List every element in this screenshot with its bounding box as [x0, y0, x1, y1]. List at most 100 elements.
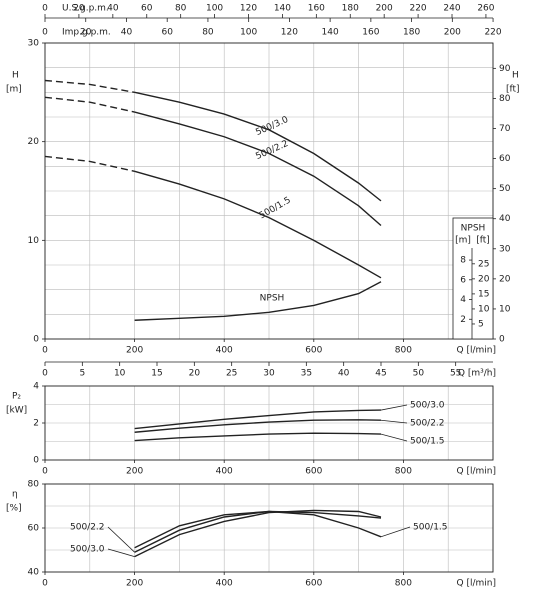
y-axis-label: P₂ [12, 392, 21, 402]
y2-tick-label: 60 [499, 154, 511, 164]
top-tick-label: 80 [175, 4, 187, 14]
x-axis-label: Q [l/min] [457, 346, 496, 356]
top-tick-label: 180 [342, 4, 359, 14]
y2-tick-label: 0 [499, 335, 505, 345]
y-axis-unit: [m] [6, 85, 22, 95]
top-tick-label: 20 [80, 28, 92, 38]
curve [134, 111, 382, 227]
x-tick-label: 400 [216, 467, 233, 477]
top-tick-label: 60 [141, 4, 153, 14]
y-axis-label: η [12, 490, 18, 500]
series-label: 500/1.5 [410, 437, 445, 447]
flow-tick-label: 5 [79, 369, 85, 379]
x-axis-label: Q [l/min] [457, 467, 496, 477]
x-tick-label: 200 [126, 579, 143, 589]
curve [134, 409, 382, 430]
leader-line [380, 404, 408, 411]
x-tick-label: 400 [216, 346, 233, 356]
y-tick-label: 30 [28, 39, 40, 49]
top-tick-label: 0 [42, 28, 48, 38]
y2-tick-label: 90 [499, 64, 511, 74]
leader-line [380, 419, 408, 424]
series-label: NPSH [260, 294, 285, 304]
top-tick-label: 0 [42, 4, 48, 14]
flow-tick-label: 40 [338, 369, 350, 379]
series-label: 500/3.0 [70, 545, 105, 555]
y2-tick-label: 10 [499, 304, 511, 314]
y-tick-label: 60 [28, 524, 40, 534]
top-tick-label: 120 [240, 4, 257, 14]
x-tick-label: 200 [126, 346, 143, 356]
y-axis-unit: [kW] [6, 406, 27, 416]
y2-tick-label: 30 [499, 244, 511, 254]
flow-tick-label: 15 [151, 369, 162, 379]
y-axis-unit: [%] [6, 504, 22, 514]
npsh-title: NPSH [461, 224, 486, 234]
series-label: 500/2.2 [254, 139, 290, 162]
y2-tick-label: 50 [499, 184, 511, 194]
npsh-m-unit: [m] [455, 236, 471, 246]
top-tick-label: 260 [477, 4, 494, 14]
npsh-ft-tick-label: 5 [478, 319, 484, 329]
top-axis-label: Imp.g.p.m. [62, 28, 111, 38]
y2-tick-label: 80 [499, 94, 511, 104]
x-tick-label: 800 [395, 467, 412, 477]
x-tick-label: 600 [305, 467, 322, 477]
npsh-m-tick-label: 4 [460, 295, 466, 305]
top-tick-label: 220 [484, 28, 501, 38]
top-tick-label: 200 [376, 4, 393, 14]
npsh-ft-tick-label: 15 [478, 289, 489, 299]
curve [134, 510, 382, 549]
y-tick-label: 4 [33, 382, 39, 392]
y-tick-label: 2 [33, 419, 39, 429]
series-label: 500/3.0 [254, 115, 290, 138]
flow-axis-label: Q [m³/h] [458, 369, 496, 379]
npsh-ft-unit: [ft] [476, 236, 490, 246]
npsh-m-tick-label: 2 [460, 315, 466, 325]
top-tick-label: 160 [362, 28, 379, 38]
y2-axis-label: H [512, 71, 519, 81]
flow-tick-label: 25 [226, 369, 237, 379]
top-tick-label: 140 [274, 4, 291, 14]
y-tick-label: 0 [33, 456, 39, 466]
curve [134, 281, 382, 321]
flow-tick-label: 50 [413, 369, 425, 379]
top-tick-label: 180 [403, 28, 420, 38]
flow-tick-label: 20 [189, 369, 201, 379]
y-tick-label: 40 [28, 568, 40, 578]
top-tick-label: 60 [161, 28, 173, 38]
series-label: 500/2.2 [410, 419, 445, 429]
x-tick-label: 800 [395, 346, 412, 356]
top-tick-label: 80 [202, 28, 214, 38]
top-tick-label: 220 [409, 4, 426, 14]
x-tick-label: 400 [216, 579, 233, 589]
y2-tick-label: 70 [499, 124, 511, 134]
top-axis-label: U.S.g.p.m. [62, 4, 109, 14]
top-tick-label: 20 [73, 4, 85, 14]
npsh-m-tick-label: 8 [460, 256, 466, 266]
plot-frame [44, 42, 494, 340]
flow-tick-label: 55 [450, 369, 461, 379]
flow-tick-label: 45 [375, 369, 386, 379]
y-tick-label: 80 [28, 480, 40, 490]
curve [134, 510, 382, 553]
x-tick-label: 600 [305, 346, 322, 356]
series-label: 500/1.5 [258, 195, 293, 221]
x-tick-label: 800 [395, 579, 412, 589]
x-tick-label: 0 [42, 467, 48, 477]
series-label: 500/2.2 [70, 523, 105, 533]
x-axis-label: Q [l/min] [457, 579, 496, 589]
flow-tick-label: 0 [42, 369, 48, 379]
flow-tick-label: 10 [114, 369, 126, 379]
npsh-ft-tick-label: 20 [478, 274, 490, 284]
top-tick-label: 240 [443, 4, 460, 14]
leader-line [107, 526, 135, 553]
leader-line [380, 526, 411, 538]
curve [134, 432, 382, 442]
curve [44, 79, 135, 94]
top-tick-label: 100 [206, 4, 223, 14]
y2-tick-label: 40 [499, 214, 511, 224]
y-tick-label: 10 [28, 236, 40, 246]
leader-line [107, 548, 135, 557]
